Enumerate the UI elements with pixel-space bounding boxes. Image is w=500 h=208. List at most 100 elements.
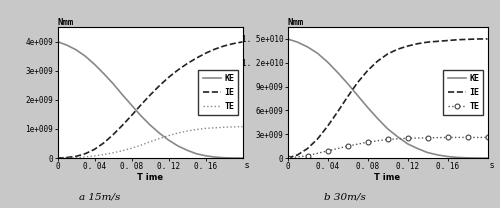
IE (444, 39, 450, 42)
KE (240, 157, 246, 159)
Line: IE: IE (58, 42, 242, 158)
KE (166, 139, 172, 141)
IE (294, 154, 300, 156)
TE (404, 137, 410, 140)
TE (101, 153, 107, 156)
KE (284, 38, 290, 40)
KE (454, 156, 460, 159)
Line: KE: KE (288, 39, 488, 158)
IE (334, 111, 340, 113)
Text: s: s (244, 161, 248, 170)
KE (230, 157, 236, 159)
TE (202, 127, 208, 130)
KE (484, 157, 490, 159)
IE (404, 45, 410, 47)
KE (221, 156, 227, 159)
TE (230, 126, 236, 128)
IE (92, 148, 98, 151)
KE (147, 124, 153, 126)
IE (384, 53, 390, 55)
KE (464, 157, 470, 159)
IE (354, 81, 360, 84)
TE (384, 138, 390, 141)
KE (394, 135, 400, 138)
TE (221, 126, 227, 129)
KE (175, 145, 181, 147)
TE (344, 145, 350, 147)
TE (156, 137, 162, 140)
KE (119, 93, 125, 96)
KE (101, 72, 107, 75)
KE (128, 104, 134, 106)
KE (424, 151, 430, 154)
KE (138, 114, 144, 117)
KE (364, 106, 370, 109)
IE (344, 96, 350, 98)
IE (221, 45, 227, 47)
TE (324, 150, 330, 152)
Legend: KE, IE, TE: KE, IE, TE (444, 70, 484, 115)
KE (344, 82, 350, 85)
IE (202, 52, 208, 54)
TE (82, 156, 88, 158)
KE (193, 152, 199, 155)
IE (101, 142, 107, 144)
KE (294, 41, 300, 43)
IE (110, 134, 116, 136)
KE (414, 147, 420, 150)
IE (314, 138, 320, 140)
KE (334, 71, 340, 74)
IE (119, 124, 125, 127)
TE (175, 132, 181, 134)
KE (354, 94, 360, 97)
TE (304, 155, 310, 157)
TE (240, 125, 246, 128)
TE (92, 155, 98, 157)
KE (110, 82, 116, 85)
IE (138, 104, 144, 106)
KE (474, 157, 480, 159)
KE (434, 154, 440, 156)
Line: TE: TE (58, 127, 242, 158)
TE (166, 134, 172, 137)
IE (175, 69, 181, 71)
IE (484, 38, 490, 40)
TE (284, 157, 290, 159)
KE (202, 155, 208, 157)
TE (119, 150, 125, 152)
KE (444, 155, 450, 158)
IE (193, 57, 199, 59)
IE (230, 42, 236, 45)
KE (384, 128, 390, 130)
IE (156, 85, 162, 87)
TE (193, 128, 199, 131)
IE (73, 155, 79, 158)
IE (166, 76, 172, 79)
TE (54, 157, 60, 159)
IE (128, 114, 134, 117)
IE (474, 38, 480, 40)
Line: TE: TE (285, 135, 490, 161)
TE (424, 137, 430, 139)
X-axis label: T ime: T ime (137, 173, 163, 182)
Text: Nmm: Nmm (58, 18, 74, 27)
KE (324, 61, 330, 63)
IE (64, 156, 70, 159)
TE (147, 141, 153, 143)
TE (138, 144, 144, 146)
TE (212, 126, 218, 129)
IE (364, 69, 370, 72)
Legend: KE, IE, TE: KE, IE, TE (198, 70, 238, 115)
TE (64, 157, 70, 159)
IE (464, 38, 470, 41)
TE (464, 136, 470, 139)
KE (374, 117, 380, 120)
IE (82, 152, 88, 155)
IE (394, 48, 400, 51)
Text: s: s (490, 161, 494, 170)
X-axis label: T ime: T ime (374, 173, 400, 182)
KE (304, 46, 310, 48)
TE (128, 147, 134, 149)
KE (184, 149, 190, 151)
Line: IE: IE (288, 39, 488, 158)
